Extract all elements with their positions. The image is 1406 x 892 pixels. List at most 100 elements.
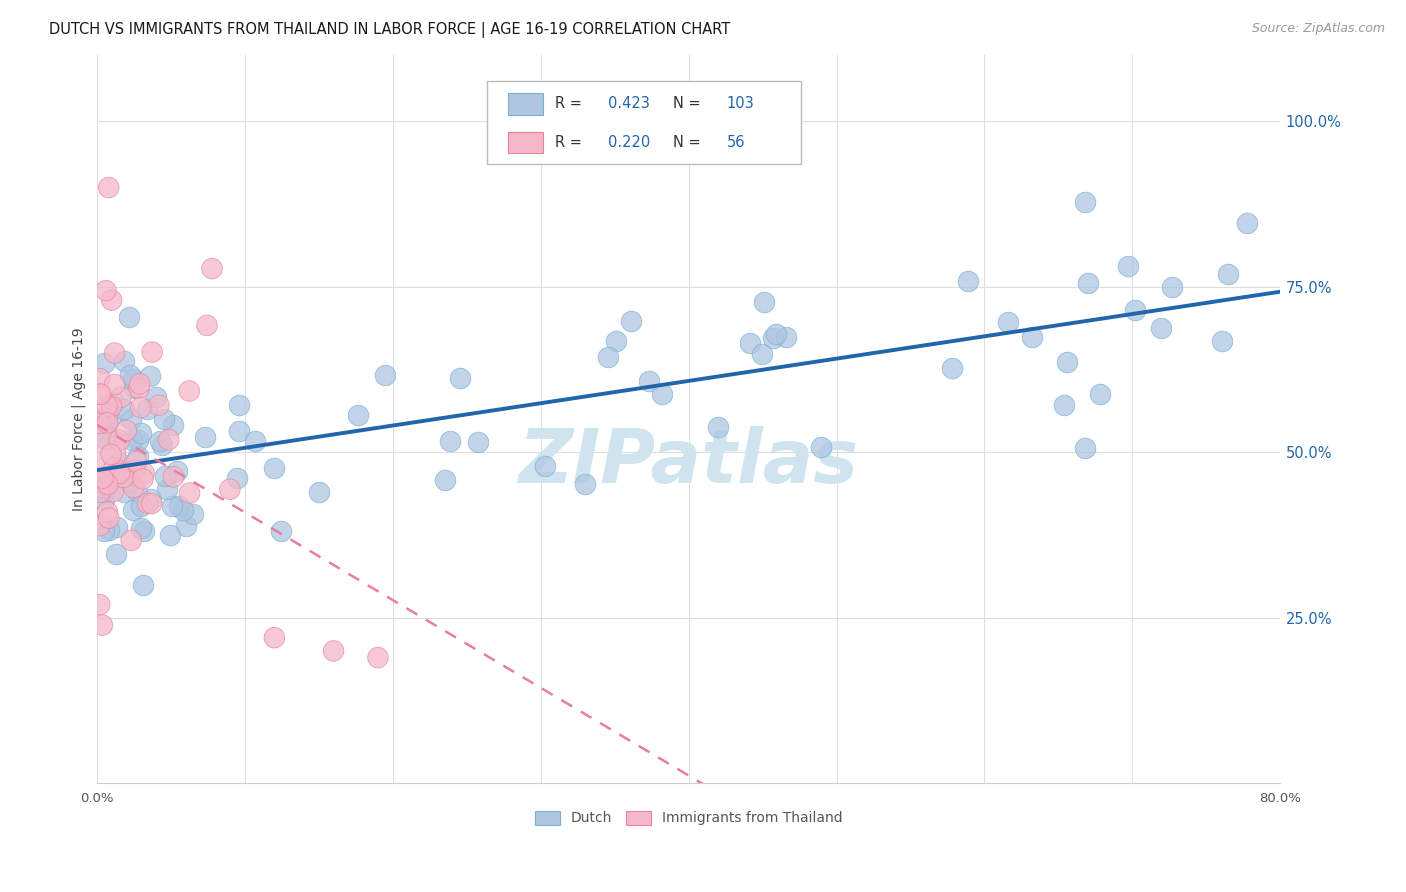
Point xyxy=(1073,441,1095,455)
Point xyxy=(101,469,124,483)
Point xyxy=(91,471,114,485)
Point xyxy=(1116,259,1139,273)
Text: Source: ZipAtlas.com: Source: ZipAtlas.com xyxy=(1251,22,1385,36)
Point xyxy=(638,374,661,388)
Point xyxy=(112,470,135,484)
Point xyxy=(103,377,125,392)
Point xyxy=(195,318,218,333)
Point xyxy=(125,485,148,500)
Point xyxy=(775,330,797,344)
Point xyxy=(122,503,145,517)
Point xyxy=(120,411,142,425)
Point xyxy=(1074,194,1097,209)
Point xyxy=(1216,267,1239,281)
Point xyxy=(534,458,557,473)
Point xyxy=(956,274,979,288)
Point xyxy=(89,417,111,431)
Text: 103: 103 xyxy=(727,96,754,112)
Point xyxy=(104,394,127,409)
Point xyxy=(449,371,471,385)
Point xyxy=(112,484,135,499)
Point xyxy=(148,398,170,412)
Point xyxy=(131,578,153,592)
Point xyxy=(118,368,141,382)
Point xyxy=(1123,302,1146,317)
Point xyxy=(181,507,204,521)
Point xyxy=(1056,355,1078,369)
Point xyxy=(96,399,118,413)
Point xyxy=(150,437,173,451)
Point xyxy=(167,499,190,513)
Point xyxy=(706,420,728,434)
Text: 56: 56 xyxy=(727,135,745,150)
Point xyxy=(263,461,285,475)
FancyBboxPatch shape xyxy=(488,80,801,164)
Point xyxy=(1021,329,1043,343)
Point xyxy=(97,477,120,491)
Point xyxy=(308,485,330,500)
Point xyxy=(89,371,111,385)
Point xyxy=(738,335,761,350)
Point xyxy=(160,499,183,513)
Point xyxy=(605,334,627,348)
Legend: Dutch, Immigrants from Thailand: Dutch, Immigrants from Thailand xyxy=(529,805,848,831)
Point xyxy=(91,618,114,632)
Point xyxy=(112,353,135,368)
Point xyxy=(129,521,152,535)
Point xyxy=(134,467,156,481)
Point xyxy=(124,464,146,478)
Point xyxy=(120,533,142,548)
Point xyxy=(93,485,115,500)
Point xyxy=(263,631,285,645)
Point xyxy=(1161,280,1184,294)
Point xyxy=(574,477,596,491)
Point xyxy=(89,387,111,401)
Point xyxy=(765,327,787,342)
Point xyxy=(89,518,111,533)
Point xyxy=(226,471,249,485)
Point xyxy=(121,434,143,448)
Point xyxy=(322,644,344,658)
Point xyxy=(467,435,489,450)
Point xyxy=(97,408,120,422)
Point xyxy=(122,480,145,494)
Point xyxy=(141,345,163,359)
Point xyxy=(941,360,963,375)
Point xyxy=(132,472,155,486)
Point xyxy=(105,520,128,534)
Point xyxy=(96,416,118,430)
Point xyxy=(100,293,122,307)
Point xyxy=(433,473,456,487)
Point xyxy=(132,524,155,539)
Point xyxy=(651,387,673,401)
Text: N =: N = xyxy=(673,96,706,112)
Point xyxy=(100,410,122,425)
Point xyxy=(121,464,143,478)
Point xyxy=(127,433,149,447)
Point xyxy=(97,511,120,525)
Point xyxy=(159,528,181,542)
Point xyxy=(1053,398,1076,412)
Point xyxy=(107,455,129,469)
Point xyxy=(139,369,162,384)
Text: R =: R = xyxy=(555,96,586,112)
Point xyxy=(128,381,150,395)
Text: N =: N = xyxy=(673,135,706,150)
Point xyxy=(100,447,122,461)
Point xyxy=(93,356,115,370)
Point xyxy=(103,484,125,499)
Point xyxy=(94,432,117,446)
Point xyxy=(94,284,117,298)
Point xyxy=(1077,277,1099,291)
Point xyxy=(129,499,152,513)
Point xyxy=(93,414,115,428)
Point xyxy=(101,470,124,484)
Point xyxy=(1236,216,1258,230)
FancyBboxPatch shape xyxy=(508,93,543,115)
Point xyxy=(1150,321,1173,335)
Point xyxy=(93,524,115,539)
Point xyxy=(89,598,111,612)
Point xyxy=(136,496,159,510)
Point xyxy=(129,426,152,441)
Point xyxy=(89,485,111,500)
